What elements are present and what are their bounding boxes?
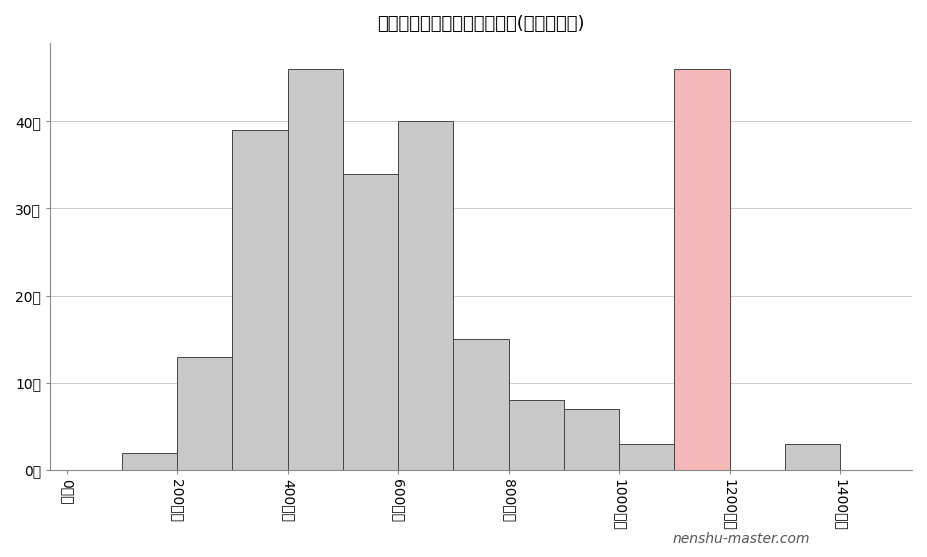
Text: nenshu-master.com: nenshu-master.com [673,532,810,546]
Bar [509,400,564,470]
Bar [177,356,233,470]
Bar [233,130,287,470]
Bar [619,444,675,470]
Bar [398,121,453,470]
Bar [453,339,509,470]
Bar [564,409,619,470]
Bar [287,69,343,470]
Bar [675,69,730,470]
Bar [121,452,177,470]
Bar [785,444,840,470]
Bar [343,174,398,470]
Title: 三井不動産の年収ポジション(不動産業内): 三井不動産の年収ポジション(不動産業内) [377,15,585,33]
